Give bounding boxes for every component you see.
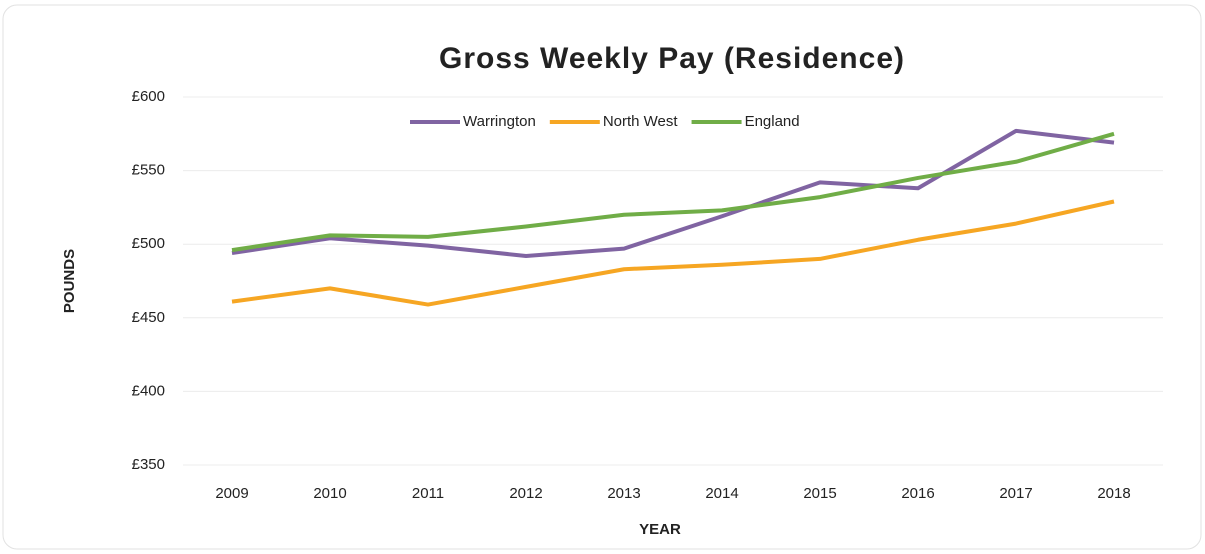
card [2, 4, 1202, 550]
legend-label: England [745, 113, 800, 130]
series-line [231, 131, 1115, 253]
x-tick-label: 2014 [705, 485, 738, 502]
series-line [231, 199, 1115, 307]
y-tick-label: £350 [132, 456, 165, 473]
legend-label: North West [603, 113, 679, 130]
x-tick-label: 2016 [901, 485, 934, 502]
y-tick-label: £500 [132, 235, 165, 252]
legend-label: Warrington [463, 113, 536, 130]
x-tick-label: 2012 [509, 485, 542, 502]
x-tick-label: 2013 [607, 485, 640, 502]
y-tick-label: £450 [132, 309, 165, 326]
x-tick-label: 2009 [215, 485, 248, 502]
chart-title: Gross Weekly Pay (Residence) [439, 42, 905, 75]
series-line [231, 128, 1115, 258]
y-axis-label: POUNDS [61, 249, 78, 313]
x-tick-label: 2010 [313, 485, 346, 502]
x-tick-label: 2015 [803, 485, 836, 502]
y-tick-label: £550 [132, 162, 165, 179]
x-tick-label: 2011 [412, 485, 444, 502]
x-tick-label: 2017 [999, 485, 1032, 502]
x-tick-label: 2018 [1097, 485, 1130, 502]
x-axis-label: YEAR [639, 521, 681, 538]
y-tick-label: £600 [132, 88, 165, 105]
y-tick-label: £400 [132, 382, 165, 399]
